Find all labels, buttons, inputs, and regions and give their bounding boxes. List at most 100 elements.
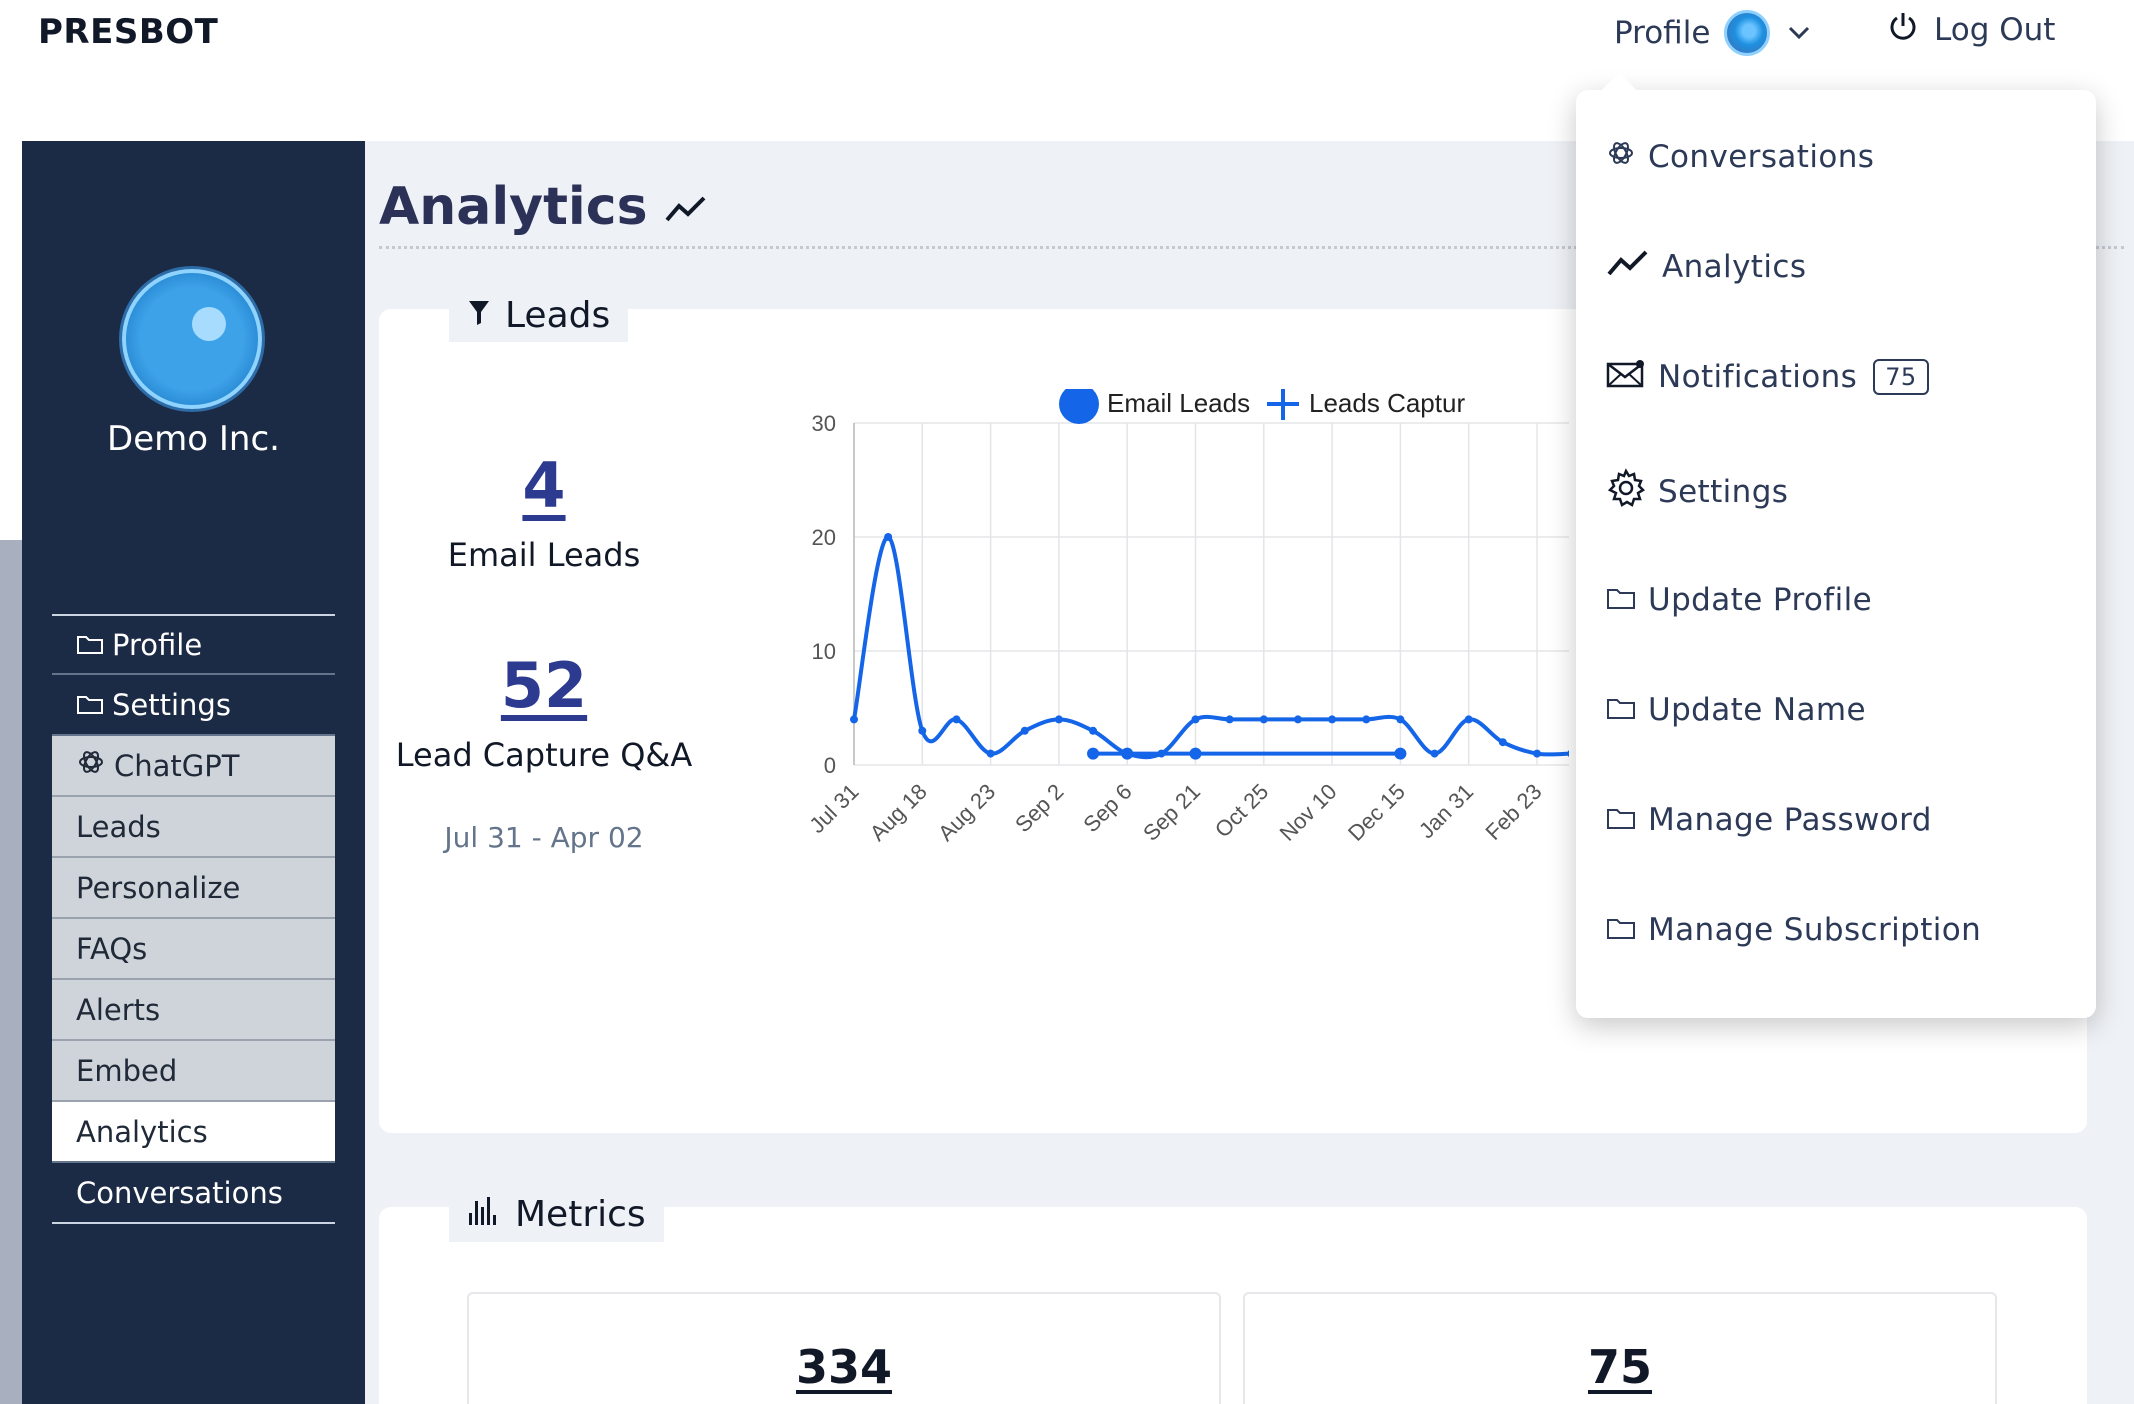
brand-logo[interactable]: PRESBOT xyxy=(38,12,219,52)
dropdown-item-update-profile[interactable]: Update Profile xyxy=(1606,582,1872,618)
email-leads-stat: 4 Email Leads xyxy=(379,449,709,574)
folder-icon xyxy=(76,628,104,662)
dropdown-item-label: Manage Password xyxy=(1648,802,1932,838)
sidebar: Demo Inc. Profile Settings ChatGPT Leads… xyxy=(22,141,365,1404)
y-tick-label: 10 xyxy=(812,639,836,664)
metric-box: 334 xyxy=(467,1292,1221,1404)
x-tick-label: Sep 2 xyxy=(1010,779,1068,837)
notification-count-badge: 75 xyxy=(1873,359,1929,395)
data-point xyxy=(1533,749,1541,758)
profile-menu-toggle[interactable]: Profile xyxy=(1614,10,1814,56)
metric-value[interactable]: 75 xyxy=(1587,1340,1652,1394)
data-point xyxy=(1089,726,1098,735)
data-point xyxy=(1430,749,1439,758)
org-name: Demo Inc. xyxy=(107,419,280,459)
sidebar-menu: Profile Settings ChatGPT Leads Personali… xyxy=(52,614,335,1224)
lead-capture-count[interactable]: 52 xyxy=(500,649,588,722)
folder-icon xyxy=(1606,912,1636,948)
profile-dropdown-menu: Conversations Analytics Notifications 75… xyxy=(1576,72,2096,1018)
x-tick-label: Sep 6 xyxy=(1078,779,1136,837)
sidebar-item-chatgpt[interactable]: ChatGPT xyxy=(52,736,335,797)
data-point xyxy=(1498,738,1507,747)
folder-icon xyxy=(1606,582,1636,618)
data-point xyxy=(1191,715,1200,724)
sidebar-item-profile[interactable]: Profile xyxy=(52,614,335,675)
metrics-card: Metrics 334 75 xyxy=(379,1187,2087,1404)
dropdown-item-manage-subscription[interactable]: Manage Subscription xyxy=(1606,912,1981,948)
dropdown-item-label: Update Name xyxy=(1648,692,1866,728)
data-point xyxy=(1293,715,1302,724)
data-point xyxy=(1189,747,1202,760)
metrics-section-title: Metrics xyxy=(515,1194,646,1235)
openai-icon xyxy=(76,747,106,784)
data-point xyxy=(1020,726,1029,735)
dropdown-item-update-name[interactable]: Update Name xyxy=(1606,692,1866,728)
avatar xyxy=(1724,10,1771,56)
data-point xyxy=(884,533,893,541)
data-point xyxy=(986,749,995,758)
sidebar-item-analytics[interactable]: Analytics xyxy=(52,1102,335,1163)
folder-icon xyxy=(1606,802,1636,838)
sidebar-item-label: Embed xyxy=(76,1053,178,1088)
dropdown-item-label: Manage Subscription xyxy=(1648,912,1982,948)
data-point xyxy=(1225,715,1234,724)
dropdown-item-label: Update Profile xyxy=(1648,582,1873,618)
sidebar-item-settings[interactable]: Settings xyxy=(52,675,335,736)
bar-chart-icon xyxy=(467,1193,501,1236)
sidebar-item-label: Conversations xyxy=(76,1175,283,1210)
data-point xyxy=(1054,715,1063,724)
dropdown-item-settings[interactable]: Settings xyxy=(1606,468,1788,516)
metrics-section-label: Metrics xyxy=(449,1187,664,1242)
openai-icon xyxy=(1606,138,1636,176)
x-tick-label: Dec 15 xyxy=(1343,779,1410,846)
profile-label: Profile xyxy=(1614,15,1711,51)
sidebar-item-alerts[interactable]: Alerts xyxy=(52,980,335,1041)
logout-button[interactable]: Log Out xyxy=(1888,10,2055,50)
lead-capture-label: Lead Capture Q&A xyxy=(395,736,693,774)
sidebar-item-label: Leads xyxy=(76,809,161,844)
sidebar-item-label: Alerts xyxy=(76,992,161,1027)
sidebar-item-label: Analytics xyxy=(76,1114,208,1149)
dropdown-item-conversations[interactable]: Conversations xyxy=(1606,138,1874,176)
folder-icon xyxy=(1606,692,1636,728)
leads-chart: 0 10 20 30 Jul 31 Aug 18 Aug 23 Sep 2 Sep 6 Sep 2… xyxy=(804,389,1569,846)
data-point xyxy=(1464,715,1473,724)
x-tick-label: Jul 31 xyxy=(804,779,863,838)
power-icon xyxy=(1888,10,1918,50)
sidebar-item-embed[interactable]: Embed xyxy=(52,1041,335,1102)
data-point xyxy=(952,715,961,724)
org-avatar xyxy=(122,269,262,409)
email-leads-count[interactable]: 4 xyxy=(522,449,566,522)
sidebar-item-label: Personalize xyxy=(76,870,241,905)
y-tick-label: 0 xyxy=(824,753,836,778)
sidebar-item-label: Profile xyxy=(112,627,203,662)
gear-icon xyxy=(1606,468,1646,516)
sidebar-item-leads[interactable]: Leads xyxy=(52,797,335,858)
sidebar-item-faqs[interactable]: FAQs xyxy=(52,919,335,980)
sidebar-item-label: FAQs xyxy=(76,931,148,966)
data-point xyxy=(1394,747,1407,760)
legend-label: Email Leads xyxy=(1107,389,1250,418)
data-point xyxy=(1087,747,1100,760)
y-tick-label: 20 xyxy=(812,525,836,550)
dropdown-item-manage-password[interactable]: Manage Password xyxy=(1606,802,1932,838)
data-point xyxy=(1362,715,1371,724)
metric-value[interactable]: 334 xyxy=(795,1340,893,1394)
folder-icon xyxy=(76,688,104,722)
data-point xyxy=(850,715,858,724)
dropdown-item-label: Settings xyxy=(1658,474,1789,510)
metric-box: 75 xyxy=(1243,1292,1997,1404)
data-point xyxy=(1259,715,1268,724)
dropdown-item-analytics[interactable]: Analytics xyxy=(1606,248,1806,286)
sidebar-item-personalize[interactable]: Personalize xyxy=(52,858,335,919)
data-point xyxy=(1121,747,1134,760)
sidebar-item-conversations[interactable]: Conversations xyxy=(52,1163,335,1224)
dropdown-item-notifications[interactable]: Notifications 75 xyxy=(1606,358,1929,396)
x-tick-label: Sep 21 xyxy=(1138,779,1205,846)
x-tick-label: Aug 23 xyxy=(933,779,1000,846)
x-tick-label: Aug 18 xyxy=(865,779,932,846)
trend-icon xyxy=(1606,248,1650,286)
dropdown-item-label: Analytics xyxy=(1662,249,1807,285)
date-range: Jul 31 - Apr 02 xyxy=(444,821,644,854)
leads-section-label: Leads xyxy=(449,289,629,342)
